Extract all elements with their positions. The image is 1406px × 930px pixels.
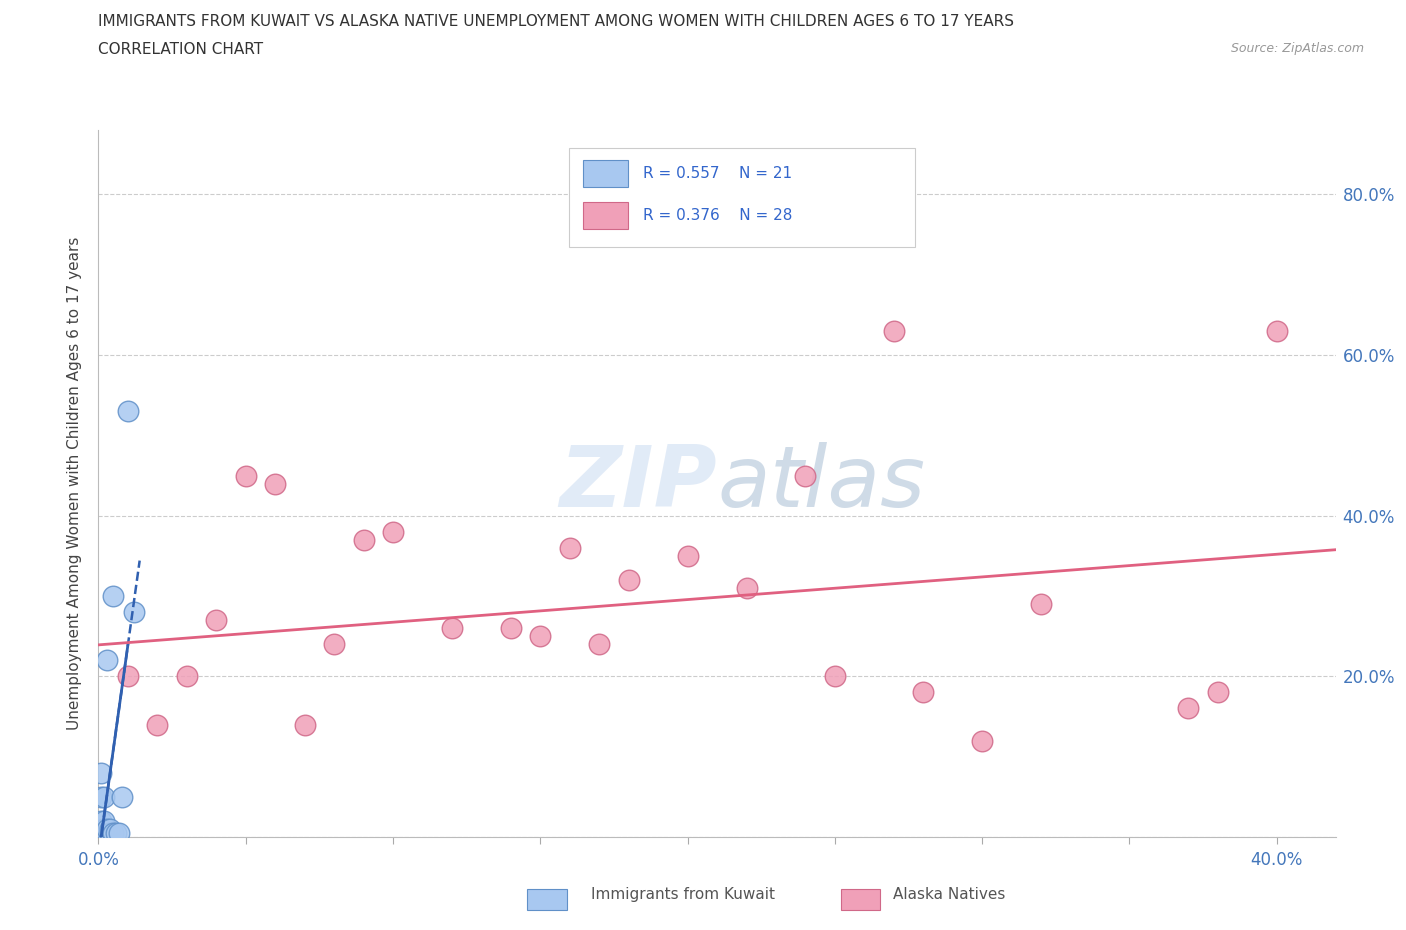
Text: ZIP: ZIP (560, 442, 717, 525)
Point (93, 826, 115, 841)
Point (558, 540, 581, 555)
Point (96, 821, 118, 836)
Point (529, 629, 551, 644)
Point (105, 826, 128, 841)
Point (323, 637, 346, 652)
Point (912, 685, 935, 700)
Point (101, 826, 124, 841)
Point (101, 589, 124, 604)
Point (176, 669, 198, 684)
Text: R = 0.557    N = 21: R = 0.557 N = 21 (643, 166, 792, 180)
Point (824, 669, 846, 684)
Point (93, 814, 115, 829)
Point (353, 532, 375, 547)
Point (264, 476, 287, 491)
Point (108, 826, 131, 841)
Text: atlas: atlas (717, 442, 925, 525)
Point (1029, 597, 1052, 612)
Point (735, 580, 758, 595)
Point (1177, 701, 1199, 716)
Point (98, 821, 121, 836)
Point (676, 549, 699, 564)
Point (117, 669, 139, 684)
Point (1265, 324, 1288, 339)
Point (146, 717, 169, 732)
Point (90, 814, 112, 829)
Point (96, 653, 118, 668)
Point (93, 790, 115, 804)
Y-axis label: Unemployment Among Women with Children Ages 6 to 17 years: Unemployment Among Women with Children A… (67, 237, 83, 730)
Point (294, 717, 316, 732)
Bar (583, 160, 628, 187)
Point (588, 637, 610, 652)
Point (96, 826, 118, 841)
Point (1206, 685, 1229, 700)
Point (972, 733, 994, 748)
Bar (583, 203, 628, 229)
Point (235, 468, 257, 483)
Point (440, 620, 463, 635)
Point (111, 790, 134, 804)
Point (617, 573, 640, 588)
Point (90, 826, 112, 841)
Point (122, 604, 145, 619)
Point (90, 765, 112, 780)
Point (883, 324, 905, 339)
Point (117, 404, 139, 418)
Point (794, 468, 817, 483)
Text: Immigrants from Kuwait: Immigrants from Kuwait (591, 887, 775, 902)
Text: CORRELATION CHART: CORRELATION CHART (98, 42, 263, 57)
Text: Source: ZipAtlas.com: Source: ZipAtlas.com (1230, 42, 1364, 55)
Point (205, 613, 228, 628)
Point (382, 525, 405, 539)
Point (90, 821, 112, 836)
Point (101, 826, 124, 841)
Point (499, 620, 522, 635)
FancyBboxPatch shape (568, 148, 915, 246)
Point (90, 790, 112, 804)
Text: IMMIGRANTS FROM KUWAIT VS ALASKA NATIVE UNEMPLOYMENT AMONG WOMEN WITH CHILDREN A: IMMIGRANTS FROM KUWAIT VS ALASKA NATIVE … (98, 14, 1014, 29)
Point (93, 821, 115, 836)
Text: R = 0.376    N = 28: R = 0.376 N = 28 (643, 208, 792, 223)
Text: Alaska Natives: Alaska Natives (893, 887, 1005, 902)
Point (98, 826, 121, 841)
